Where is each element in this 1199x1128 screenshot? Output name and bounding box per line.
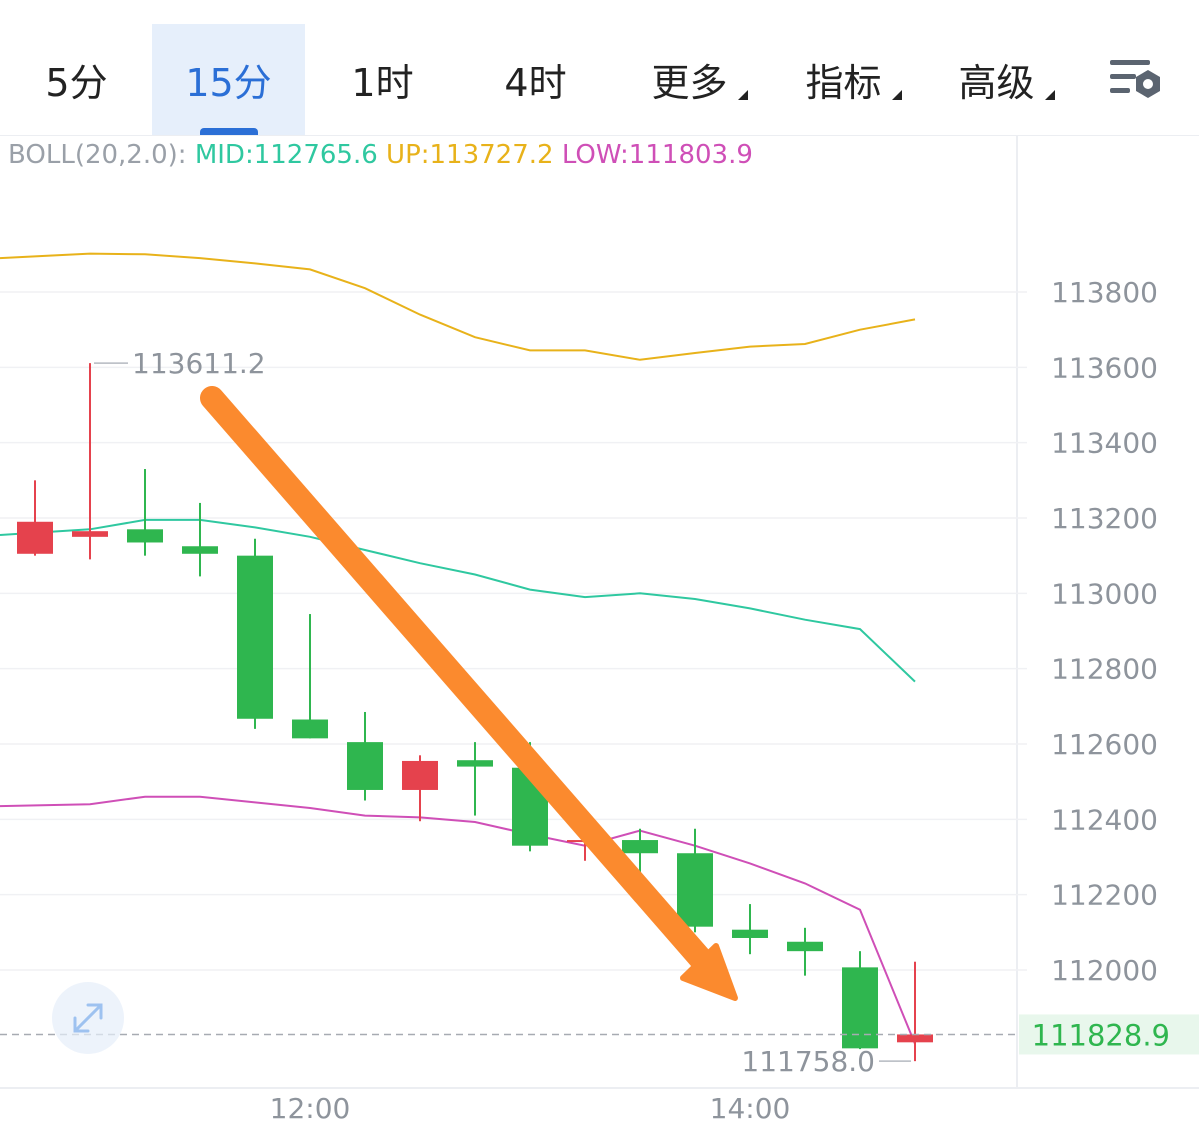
boll-lower-line	[0, 795, 916, 1045]
trend-arrow-shaft	[200, 386, 712, 970]
boll-up-value: UP:113727.2	[386, 140, 554, 170]
active-tab-indicator	[200, 128, 258, 135]
y-tick-label: 113200	[1051, 502, 1158, 535]
header-divider	[0, 135, 1199, 136]
candle-body	[292, 719, 328, 739]
candle-body	[622, 840, 658, 854]
tab-indicators-label: 指标	[805, 61, 882, 105]
boll-legend: BOLL(20,2.0): MID:112765.6 UP:113727.2 L…	[8, 140, 753, 170]
candle-body	[677, 853, 713, 927]
y-tick-label: 113000	[1051, 577, 1158, 610]
high-price-label: 113611.2	[132, 347, 266, 380]
boll-low-value: LOW:111803.9	[561, 140, 753, 170]
current-price-label: 111828.9	[1032, 1018, 1170, 1052]
expand-icon	[73, 1003, 103, 1033]
boll-mid-value: MID:112765.6	[194, 140, 378, 170]
y-tick-label: 112400	[1051, 803, 1158, 836]
chart-settings-icon[interactable]	[1108, 56, 1164, 106]
tab-15m-label: 15分	[185, 61, 272, 105]
boll-label: BOLL(20,2.0):	[8, 140, 187, 170]
current-price-tag	[1019, 1014, 1199, 1055]
tab-advanced[interactable]: 高级	[920, 24, 1073, 135]
tab-more-label: 更多	[651, 61, 728, 105]
y-tick-label: 113400	[1051, 427, 1158, 460]
candle-body	[787, 941, 823, 952]
dropdown-indicator-icon	[738, 90, 748, 100]
trend-arrow-head	[680, 943, 738, 1001]
timeframe-tabs: 5分 15分 1时 4时 更多 指标 高级	[0, 0, 1199, 135]
candle-body	[842, 967, 878, 1049]
tab-1h[interactable]: 1时	[351, 61, 414, 105]
boll-mid-line	[0, 518, 916, 683]
candle-body	[897, 1034, 933, 1043]
y-tick-label: 112800	[1051, 653, 1158, 686]
candle-body	[347, 742, 383, 790]
candle-body	[457, 760, 493, 767]
candle-body	[237, 555, 273, 719]
tab-15m[interactable]: 15分	[152, 24, 305, 135]
low-price-label: 111758.0	[741, 1045, 875, 1078]
y-tick-label: 112000	[1051, 954, 1158, 987]
candle-body	[72, 531, 108, 537]
tab-5m[interactable]: 5分	[45, 61, 108, 105]
tab-advanced-label: 高级	[958, 61, 1035, 105]
candle-body	[732, 929, 768, 938]
y-tick-label: 112600	[1051, 728, 1158, 761]
candle-body	[17, 521, 53, 554]
y-tick-label: 113600	[1051, 351, 1158, 384]
expand-chart-button[interactable]	[52, 982, 124, 1054]
x-tick-label: 12:00	[270, 1092, 351, 1125]
y-tick-label: 112200	[1051, 879, 1158, 912]
boll-upper-line	[0, 252, 916, 361]
tab-indicators[interactable]: 指标	[767, 24, 920, 135]
x-tick-label: 14:00	[710, 1092, 791, 1125]
candle-body	[182, 546, 218, 554]
tab-more[interactable]: 更多	[613, 24, 766, 135]
y-tick-label: 113800	[1051, 276, 1158, 309]
candle-body	[402, 760, 438, 790]
tab-4h[interactable]: 4时	[504, 61, 567, 105]
dropdown-indicator-icon	[892, 90, 902, 100]
candle-body	[127, 529, 163, 543]
dropdown-indicator-icon	[1045, 90, 1055, 100]
